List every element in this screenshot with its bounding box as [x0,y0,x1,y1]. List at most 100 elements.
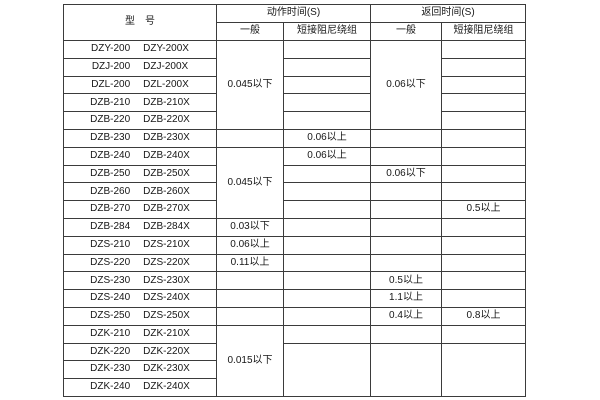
model-label: DZS-230 [90,274,131,286]
model-label: DZB-250 [90,167,131,179]
action-time-damping-cell [283,289,371,308]
model-label: DZK-230 [90,363,131,375]
model-cell: DZK-240 DZK-240X [63,378,217,397]
action-time-damping-cell: 0.06以上 [283,146,371,166]
model-cell: DZB-220 DZB-220X [63,111,217,130]
table-row: DZY-200 DZY-200X 0.045以下 0.06以下 [63,40,526,130]
return-time-damping-cell [441,324,526,344]
model-cell: DZY-200 DZY-200X [63,40,217,59]
table-row: DZJ-200 DZJ-200X [63,57,526,77]
action-time-general-cell: 0.045以下 [216,40,284,130]
header-row-2: 一般 短接阻尼绕组 一般 短接阻尼绕组 [64,22,526,41]
table-row: DZS-210 DZS-210X 0.06以上 [63,235,526,255]
return-time-damping-cell [441,217,526,237]
return-time-damping-cell [441,57,526,77]
model-cell: DZB-284 DZB-284X [63,217,217,237]
header-action-general: 一般 [216,22,284,41]
model-label: DZS-240X [143,292,190,304]
action-time-damping-cell [283,75,371,95]
header-model: 型 号 [63,4,217,41]
model-label: DZS-250X [143,310,190,322]
model-label: DZB-284 [90,221,131,233]
return-time-damping-cell [441,111,526,130]
action-time-general-cell: 0.06以上 [216,235,284,255]
table-row: DZS-230 DZS-230X 0.5以上 [63,271,526,291]
return-time-general-cell: 1.1以上 [370,289,442,308]
model-cell: DZB-240 DZB-240X [63,146,217,166]
model-cell: DZB-250 DZB-250X [63,164,217,184]
model-label: DZB-260X [143,185,190,197]
return-time-general-cell [370,146,442,166]
return-time-general-cell: 0.06以下 [370,40,442,130]
table-row: DZK-230 DZK-230X [63,360,526,380]
table-row: DZB-230 DZB-230X 0.06以上 [63,128,526,148]
action-time-damping-cell [283,235,371,255]
table-row: DZK-210 DZK-210X 0.015以下 [63,324,526,397]
return-time-damping-cell [441,93,526,113]
action-time-damping-cell [283,217,371,237]
model-cell: DZJ-200 DZJ-200X [63,57,217,77]
model-label: DZB-260 [90,185,131,197]
model-cell: DZK-220 DZK-220X [63,342,217,362]
return-time-damping-cell [441,289,526,308]
action-time-general-cell [216,128,284,148]
model-label: DZK-240 [90,381,131,393]
table-row: DZB-240 DZB-240X 0.045以下 0.06以上 [63,146,526,219]
action-time-general-cell: 0.015以下 [216,324,284,397]
model-label: DZB-240X [143,149,190,161]
model-label: DZY-200 [91,43,131,55]
model-label: DZS-230X [143,274,190,286]
return-time-general-cell [370,128,442,148]
action-time-damping-cell [283,324,371,344]
model-label: DZB-284X [143,221,190,233]
model-label: DZY-200X [143,43,189,55]
return-time-general-cell [370,253,442,273]
return-time-general-cell [370,200,442,219]
model-label: DZB-230 [90,132,131,144]
model-label: DZS-250 [90,310,131,322]
model-label: DZK-220X [143,345,190,357]
table-row: DZB-270 DZB-270X 0.5以上 [63,200,526,219]
action-time-damping-cell [283,271,371,291]
header-action-time: 动作时间(S) [216,4,371,23]
model-label: DZB-210 [90,96,131,108]
return-time-damping-cell: 0.5以上 [441,200,526,219]
action-time-general-cell [216,271,284,291]
table-row: DZS-250 DZS-250X 0.4以上 0.8以上 [63,306,526,326]
return-time-general-cell [370,235,442,255]
header-return-time: 返回时间(S) [370,4,526,23]
model-cell: DZB-230 DZB-230X [63,128,217,148]
table-row: DZL-200 DZL-200X [63,75,526,95]
model-label: DZJ-200 [91,60,131,72]
model-label: DZS-210 [90,238,131,250]
header-return-damping: 短接阻尼绕组 [441,22,526,41]
model-label: DZS-220X [143,256,190,268]
header-return-general: 一般 [370,22,442,41]
return-time-general-cell: 0.5以上 [370,271,442,291]
return-time-damping-cell [441,253,526,273]
action-time-damping-cell [283,200,371,219]
model-label: DZL-200X [143,78,189,90]
model-cell: DZK-210 DZK-210X [63,324,217,344]
action-time-general-cell [216,306,284,326]
action-time-damping-cell [283,164,371,184]
model-label: DZK-220 [90,345,131,357]
model-label: DZK-240X [143,381,190,393]
model-label: DZJ-200X [143,60,189,72]
action-time-damping-cell [283,40,371,59]
relay-timing-table: 型 号 动作时间(S) 返回时间(S) 一般 短接阻尼绕组 一般 短接阻尼绕组 … [63,4,526,397]
model-label: DZL-200 [91,78,131,90]
table-header: 型 号 动作时间(S) 返回时间(S) 一般 短接阻尼绕组 一般 短接阻尼绕组 [63,4,526,41]
return-time-general-cell [370,182,442,202]
model-label: DZK-230X [143,363,190,375]
model-cell: DZS-230 DZS-230X [63,271,217,291]
model-cell: DZB-210 DZB-210X [63,93,217,113]
return-time-damping-cell [441,40,526,59]
action-time-general-cell [216,289,284,308]
return-time-damping-cell [441,271,526,291]
model-label: DZK-210X [143,327,190,339]
table-body: DZY-200 DZY-200X 0.045以下 0.06以下 DZJ-200 DZJ-2… [63,40,526,397]
return-time-general-cell: 0.4以上 [370,306,442,326]
return-time-damping-cell [441,342,526,397]
model-label: DZB-230X [143,132,190,144]
